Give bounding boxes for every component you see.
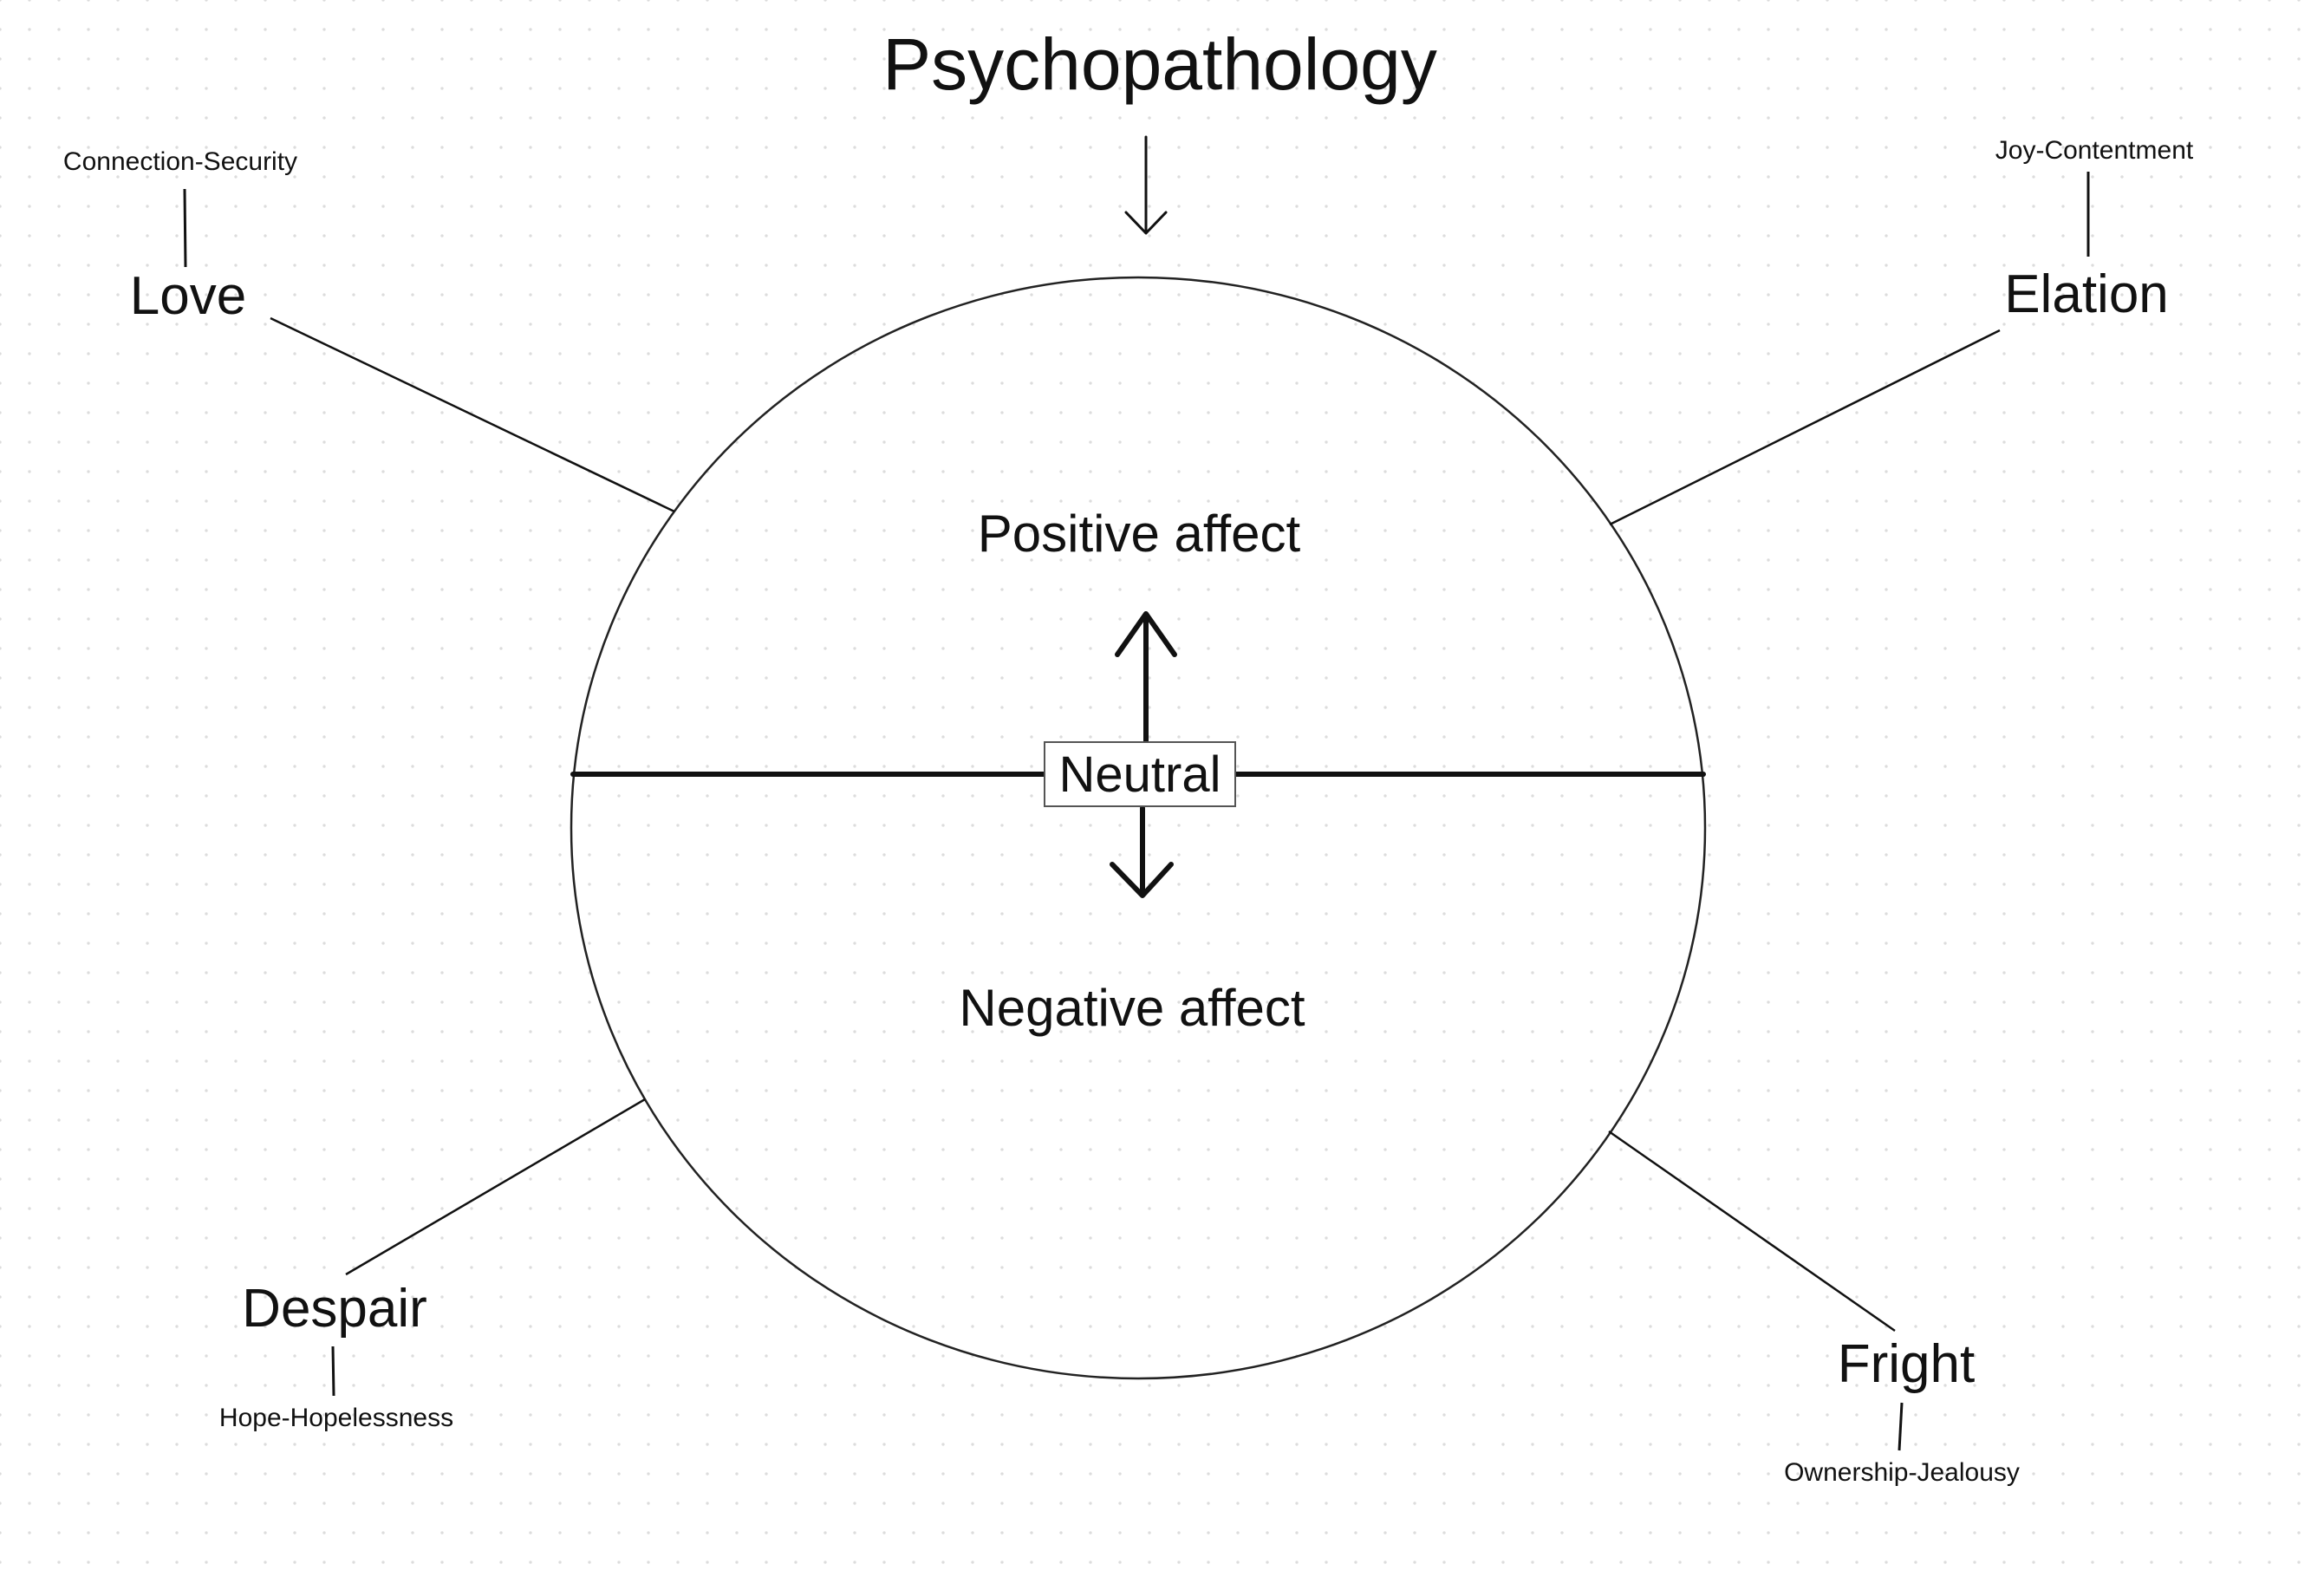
elation-label: Elation [2004, 264, 2169, 324]
despair-sublabel: Hope-Hopelessness [219, 1404, 453, 1432]
love-sublabel-connector [183, 188, 187, 268]
negative-affect-label: Negative affect [959, 979, 1305, 1037]
affect-circle [570, 276, 1707, 1380]
elation-connector [1609, 329, 2001, 526]
love-connector [270, 316, 675, 513]
neutral-label: Neutral [1059, 746, 1221, 803]
despair-label: Despair [242, 1279, 427, 1339]
fright-label: Fright [1838, 1334, 1975, 1394]
love-node: Connection-Security Love [63, 147, 675, 513]
diagram-title: Psychopathology [882, 23, 1437, 105]
elation-sublabel: Joy-Contentment [1995, 136, 2194, 165]
down-arrow [1110, 805, 1174, 898]
despair-node: Despair Hope-Hopelessness [219, 1098, 646, 1432]
title-arrow [1124, 135, 1168, 235]
positive-affect-label: Positive affect [978, 505, 1301, 563]
despair-connector [345, 1098, 646, 1276]
fright-sublabel-connector [1898, 1402, 1904, 1451]
fright-connector [1608, 1130, 1896, 1333]
love-sublabel: Connection-Security [63, 147, 297, 176]
neutral-box [1044, 741, 1236, 807]
love-label: Love [130, 266, 246, 326]
fright-sublabel: Ownership-Jealousy [1784, 1458, 2020, 1487]
elation-node: Joy-Contentment Elation [1609, 136, 2194, 526]
fright-node: Fright Ownership-Jealousy [1608, 1130, 2020, 1487]
despair-sublabel-connector [331, 1346, 335, 1397]
up-arrow [1115, 611, 1177, 744]
